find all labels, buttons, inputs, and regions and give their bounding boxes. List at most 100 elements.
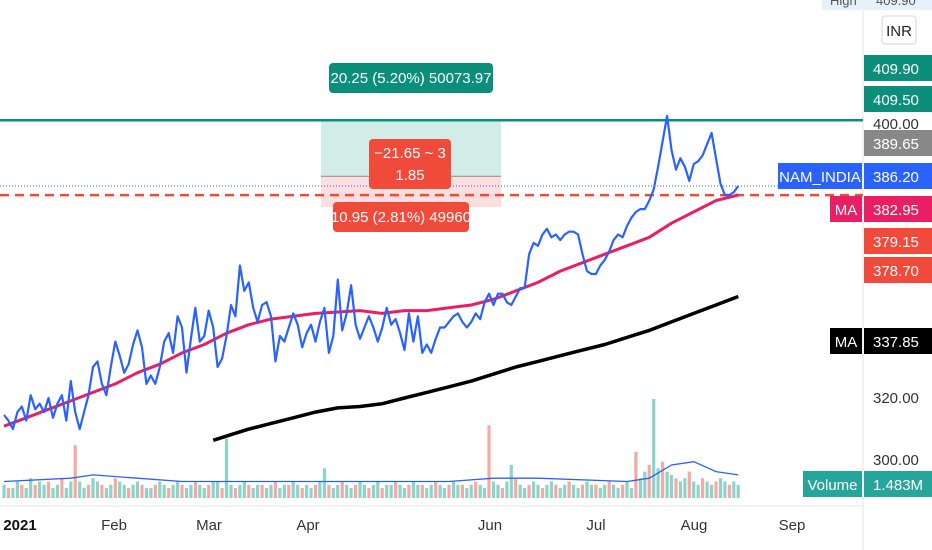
currency-label: INR [886,23,912,40]
series-name-box [830,196,862,222]
volume-bar [540,488,545,498]
volume-bar [184,488,189,498]
volume-bar [371,484,375,498]
volume-bar [167,488,171,498]
volume-bar [385,484,389,498]
price-scale[interactable]: High 409.90 INR 320.00 300.00 400.00 409.90 409… [778,0,932,497]
volume-bar [153,484,157,498]
volume-bar [558,488,562,498]
profit-label-text: 20.25 (5.20%) 50073.97 [331,70,492,87]
currency-box[interactable] [881,15,917,45]
volume-bar [532,481,536,498]
volume-bar [100,484,104,498]
volume-bar [572,484,576,498]
series-value-box [864,328,932,354]
volume-bar [621,484,625,498]
volume-bar [509,465,513,498]
volume-bar [647,465,651,498]
volume-bar [260,484,264,498]
series-value: 1.483M [873,477,923,494]
volume-bar [264,488,269,498]
volume-bar [692,481,696,498]
volume-bar [536,484,540,498]
volume-bar [87,484,91,498]
series-name: NAM_INDIA [779,169,861,186]
series-name: Volume [807,477,857,494]
series-value: 382.95 [873,202,919,219]
volume-bar [576,488,580,498]
volume-bar [442,488,447,498]
volume-bar [291,481,295,498]
volume-bars [2,399,740,498]
volume-bar [180,484,184,498]
volume-bar [376,481,380,498]
volume-bar [478,484,482,498]
time-axis[interactable]: 2021 Feb Mar Apr Jun Jul Aug Sep [3,517,805,534]
volume-bar [687,471,691,498]
series-value: 337.85 [873,334,919,351]
volume-bar [705,481,709,498]
volume-bar [46,481,51,498]
volume-bar [327,484,331,498]
volume-bar [594,484,598,498]
volume-bar [331,488,335,498]
volume-bar [42,484,46,498]
loss-label[interactable]: 10.95 (2.81%) 49960 [331,202,471,232]
volume-bar [158,481,162,498]
volume-bar [665,471,669,498]
volume-bar [416,484,420,498]
price-label-value: 409.50 [873,92,919,109]
volume-bar [24,488,28,498]
volume-bar [78,481,82,498]
volume-bar [434,481,438,498]
volume-bar [580,484,585,498]
volume-bar [732,481,736,498]
volume-bar [500,488,504,498]
volume-bar [598,488,602,498]
volume-bar [736,484,740,498]
high-label-name: High [830,0,857,8]
volume-bar [269,484,273,498]
volume-bar [2,484,6,498]
volume-bar [353,484,358,498]
price-label-value: 409.90 [873,61,919,78]
volume-bar [496,484,500,498]
volume-bar [420,484,424,498]
volume-bar [362,484,366,498]
price-label-value: 378.70 [873,263,919,280]
volume-bar [60,478,64,498]
volume-bar [51,488,55,498]
volume-bar [149,488,153,498]
volume-bar [64,488,68,498]
volume-bar [518,484,522,498]
volume-bar [616,488,620,498]
volume-bar [11,488,15,498]
volume-bar [15,481,19,498]
volume-bar [398,484,402,498]
volume-bar [322,468,326,498]
volume-bar [131,484,135,498]
volume-bar [313,484,318,498]
risk-reward-label[interactable]: −21.65 ~ 3 1.85 [369,139,451,189]
risk-reward-line-2: 1.85 [395,167,424,184]
volume-bar [674,478,678,498]
volume-bar [127,488,131,498]
volume-bar [643,471,647,498]
high-label-value: 409.90 [876,0,916,8]
volume-bar [678,481,682,498]
price-label-box [864,228,932,254]
volume-bar [82,488,86,498]
volume-bar [634,451,638,498]
volume-bar [318,481,322,498]
volume-bar [135,481,140,498]
series-name-box [803,471,862,497]
volume-bar [727,484,731,498]
volume-bar [683,478,687,498]
volume-bar [656,468,660,498]
volume-average-line [3,461,739,483]
volume-bar [33,484,37,498]
volume-bar [229,484,233,498]
volume-bar [20,484,24,498]
profit-label[interactable]: 20.25 (5.20%) 50073.97 [329,63,493,93]
